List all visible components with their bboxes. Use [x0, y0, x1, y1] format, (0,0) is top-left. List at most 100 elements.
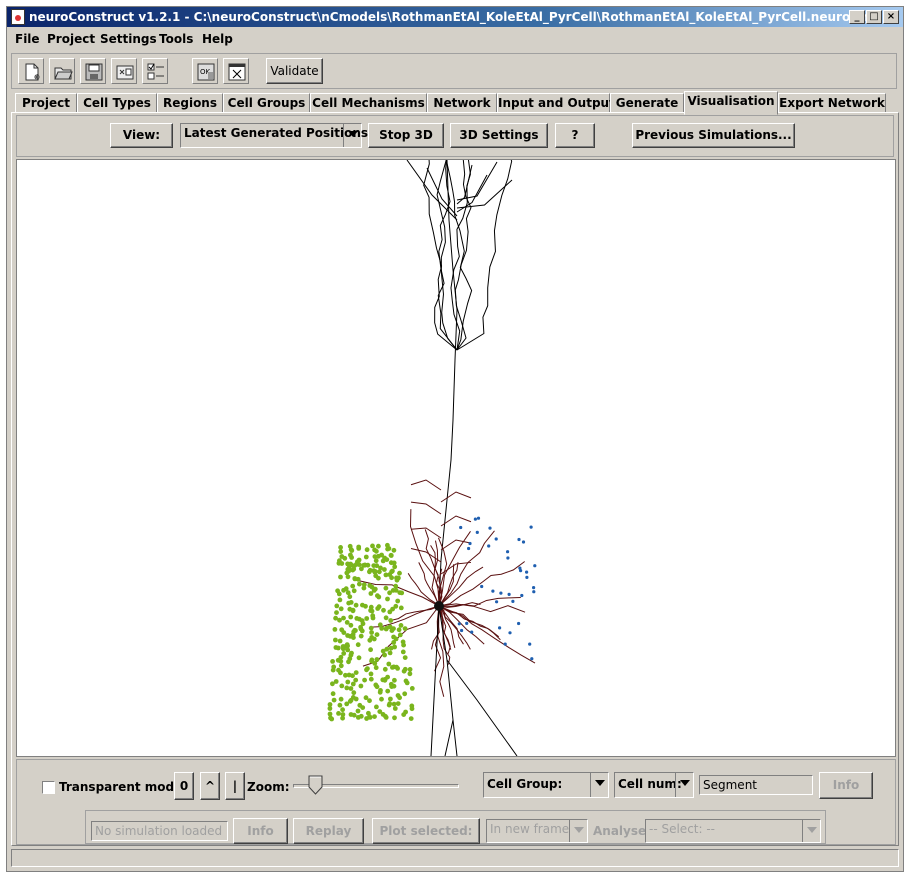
cell-group-green-point[interactable] [341, 587, 346, 593]
cell-group-green-point[interactable] [327, 711, 333, 717]
cell-group-green-point[interactable] [360, 705, 366, 710]
cell-group-green-point[interactable] [358, 624, 363, 630]
cell-group-blue-point[interactable] [494, 537, 498, 541]
cell-group-green-point[interactable] [370, 543, 375, 549]
cell-group-green-point[interactable] [382, 555, 387, 561]
simulation-field[interactable]: No simulation loaded [91, 821, 228, 841]
cell-group-green-point[interactable] [368, 604, 374, 610]
cell-group-green-point[interactable] [368, 676, 374, 682]
cell-group-green-point[interactable] [383, 572, 389, 578]
cell-group-green-point[interactable] [402, 655, 408, 660]
cell-group-green-point[interactable] [398, 605, 404, 611]
cell-group-blue-point[interactable] [518, 566, 522, 570]
cell-group-green-point[interactable] [385, 596, 390, 602]
cell-group-green-point[interactable] [379, 626, 385, 631]
cell-group-green-point[interactable] [330, 667, 336, 673]
cell-group-green-point[interactable] [374, 548, 379, 554]
project-properties-button[interactable] [111, 58, 137, 84]
cell-group-green-point[interactable] [333, 615, 338, 621]
cell-group-green-point[interactable] [383, 585, 389, 591]
cell-group-green-point[interactable] [364, 547, 370, 553]
cell-group-green-point[interactable] [330, 681, 335, 687]
cell-group-green-point[interactable] [358, 683, 364, 689]
cell-group-blue-point[interactable] [503, 642, 507, 646]
cell-group-green-point[interactable] [361, 585, 367, 591]
cell-group-green-point[interactable] [380, 648, 386, 654]
cell-group-green-point[interactable] [372, 569, 378, 574]
cell-group-green-point[interactable] [339, 627, 345, 633]
cell-group-green-point[interactable] [353, 677, 359, 683]
cell-group-blue-point[interactable] [525, 570, 529, 574]
cell-group-green-point[interactable] [366, 710, 371, 716]
menu-help[interactable]: Help [202, 32, 233, 46]
cell-group-green-point[interactable] [347, 543, 353, 549]
cell-group-green-point[interactable] [395, 598, 401, 604]
cell-group-green-point[interactable] [403, 678, 409, 684]
cell-group-green-point[interactable] [338, 696, 344, 702]
transparent-mode-checkbox[interactable] [42, 781, 55, 794]
cell-group-green-point[interactable] [357, 581, 362, 587]
cell-group-green-point[interactable] [360, 621, 366, 627]
cell-group-green-point[interactable] [368, 647, 373, 653]
cell-group-green-point[interactable] [382, 652, 387, 658]
cell-group-green-point[interactable] [348, 622, 354, 628]
cell-group-green-point[interactable] [388, 696, 393, 702]
cell-group-green-point[interactable] [388, 645, 394, 651]
cell-group-green-point[interactable] [385, 546, 390, 552]
cell-group-green-point[interactable] [385, 542, 390, 548]
save-project-button[interactable] [80, 58, 106, 84]
minimize-button[interactable]: _ [849, 10, 865, 24]
cell-group-blue-point[interactable] [459, 525, 463, 530]
maximize-button[interactable]: □ [866, 10, 882, 24]
cell-group-green-point[interactable] [333, 645, 339, 650]
info-button[interactable]: Info [819, 772, 873, 799]
cell-group-green-point[interactable] [382, 567, 387, 572]
cell-group-green-point[interactable] [348, 552, 353, 558]
cell-group-green-point[interactable] [362, 562, 368, 568]
cell-group-green-point[interactable] [355, 708, 361, 714]
cell-group-blue-point[interactable] [487, 544, 491, 548]
replay-button[interactable]: Replay [293, 818, 364, 844]
cell-group-green-point[interactable] [382, 666, 388, 672]
cell-group-green-point[interactable] [353, 602, 359, 608]
cell-group-green-point[interactable] [355, 715, 361, 720]
menu-tools[interactable]: Tools [159, 32, 194, 46]
cell-group-green-point[interactable] [348, 600, 354, 605]
cell-group-green-point[interactable] [367, 583, 373, 588]
cell-group-green-point[interactable] [368, 625, 374, 631]
cell-group-blue-point[interactable] [508, 631, 512, 635]
cell-group-green-point[interactable] [361, 582, 367, 587]
cell-group-green-point[interactable] [344, 701, 350, 707]
cell-group-green-point[interactable] [373, 573, 379, 579]
cell-group-green-point[interactable] [378, 565, 383, 571]
view-select[interactable]: Latest Generated Positions [180, 123, 368, 148]
cell-group-green-point[interactable] [401, 712, 407, 717]
cell-group-green-point[interactable] [351, 635, 356, 640]
cell-group-green-point[interactable] [340, 707, 345, 713]
cell-group-green-point[interactable] [407, 671, 413, 677]
cell-group-green-point[interactable] [331, 697, 337, 703]
cell-num-select[interactable]: Cell num: [614, 772, 694, 798]
cell-group-green-point[interactable] [399, 590, 405, 596]
cell-group-green-point[interactable] [368, 671, 374, 677]
cell-group-green-point[interactable] [407, 667, 413, 672]
cell-group-blue-point[interactable] [521, 540, 526, 544]
cell-group-green-point[interactable] [359, 566, 364, 572]
cell-group-blue-point[interactable] [465, 621, 469, 625]
cell-group-green-point[interactable] [400, 639, 406, 645]
cell-group-green-point[interactable] [374, 563, 380, 569]
cell-group-green-point[interactable] [393, 603, 399, 609]
cell-group-green-point[interactable] [345, 647, 351, 653]
cell-group-green-point[interactable] [335, 588, 340, 594]
cell-group-green-point[interactable] [337, 558, 342, 564]
cell-group-blue-point[interactable] [511, 599, 515, 603]
cell-group-green-point[interactable] [350, 608, 356, 614]
tab-visualisation[interactable]: Visualisation [684, 91, 778, 115]
cell-group-green-point[interactable] [340, 644, 346, 649]
cell-group-blue-point[interactable] [517, 537, 521, 542]
cell-group-green-point[interactable] [400, 649, 406, 655]
3d-view-canvas[interactable] [16, 159, 896, 757]
cell-group-green-point[interactable] [346, 672, 352, 678]
cell-group-green-point[interactable] [364, 616, 370, 621]
tab-project[interactable]: Project [15, 93, 77, 113]
